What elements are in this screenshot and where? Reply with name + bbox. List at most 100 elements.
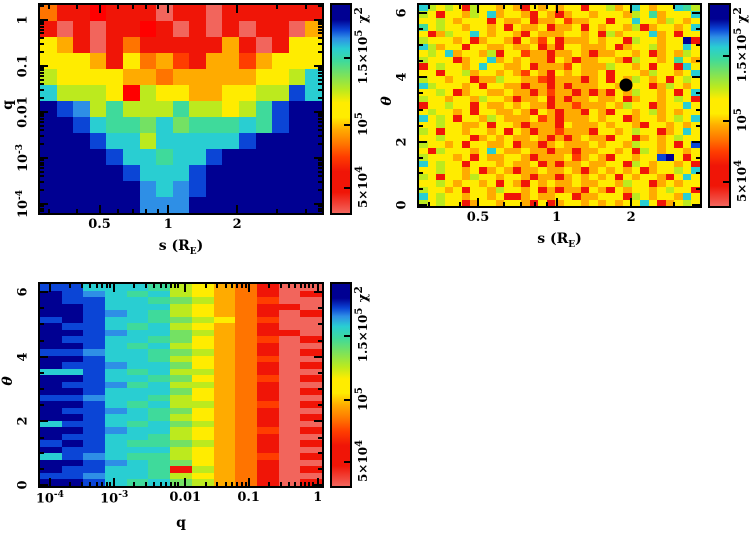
heat-cell <box>189 5 206 21</box>
axis-tick <box>696 156 700 159</box>
heat-cell <box>139 37 157 53</box>
heat-cell <box>278 375 301 382</box>
heat-cell <box>546 82 556 90</box>
heat-cell <box>657 5 666 12</box>
axis-tick <box>318 88 322 91</box>
heat-cell <box>106 53 123 69</box>
heat-cell <box>427 167 437 174</box>
heat-cell <box>105 284 127 291</box>
heat-cell <box>589 147 598 155</box>
heat-cell <box>623 30 632 38</box>
heat-cell <box>470 154 479 161</box>
axis-tick <box>40 74 44 77</box>
heat-cell <box>436 186 445 194</box>
heat-cell <box>487 199 496 206</box>
heat-cell <box>222 149 240 165</box>
heat-cell <box>538 154 547 161</box>
heat-cell <box>478 141 488 148</box>
heat-cell <box>555 160 564 168</box>
axis-tick <box>318 167 322 170</box>
axis-tick <box>672 202 675 206</box>
heat-cell <box>478 121 488 129</box>
heat-cell <box>606 95 615 103</box>
heat-cell <box>427 186 437 194</box>
heat-cell <box>640 89 649 96</box>
heat-cell <box>580 108 590 116</box>
heat-cell <box>674 134 683 142</box>
axis-tick <box>696 124 700 127</box>
heat-cell <box>122 101 140 117</box>
exponent: -3 <box>14 144 25 155</box>
axis-tick <box>318 189 322 192</box>
heat-cell <box>272 85 289 101</box>
heat-cell <box>126 284 149 291</box>
heat-cell <box>682 82 692 90</box>
heat-cell <box>427 121 437 129</box>
heat-cell <box>529 82 539 90</box>
heat-cell <box>555 108 564 116</box>
heat-cell <box>461 102 471 109</box>
heat-cell <box>572 193 581 200</box>
axis-tick <box>184 478 187 486</box>
heat-cell <box>255 133 273 149</box>
heat-cell <box>61 336 84 343</box>
heat-cell <box>606 30 615 38</box>
heat-cell <box>691 167 700 174</box>
heat-cell <box>213 349 236 356</box>
heat-cell <box>674 56 683 64</box>
heat-cell <box>300 446 322 454</box>
heat-cell <box>546 147 556 155</box>
heat-cell <box>478 11 488 18</box>
heat-cell <box>256 310 279 317</box>
heat-cell <box>640 193 649 200</box>
heat-cell <box>478 147 488 155</box>
heat-cell <box>631 173 641 181</box>
heat-cell <box>122 69 140 85</box>
heat-cell <box>478 17 488 25</box>
heat-cell <box>648 154 658 161</box>
heat-cell <box>597 167 607 174</box>
heat-cell <box>419 167 428 174</box>
heat-cell <box>521 95 530 103</box>
y-axis-label: θ <box>0 376 16 386</box>
axis-tick <box>76 5 79 9</box>
heat-cell <box>444 141 454 148</box>
heat-cell <box>521 108 530 116</box>
heat-cell <box>572 95 581 103</box>
axis-tick <box>48 284 51 292</box>
heat-cell <box>512 102 522 109</box>
heat-cell <box>546 121 556 129</box>
heat-cell <box>444 167 454 174</box>
heat-cell <box>122 149 140 165</box>
heat-cell <box>148 362 171 369</box>
heat-cell <box>126 394 149 402</box>
axis-tick <box>145 284 148 288</box>
heat-cell <box>453 50 462 57</box>
heat-cell <box>572 50 581 57</box>
heat-cell <box>487 115 496 122</box>
heat-cell <box>538 69 547 77</box>
x-tick-label: 0.5 <box>466 210 490 225</box>
heat-cell <box>580 56 590 64</box>
heat-cell <box>300 368 322 376</box>
heat-cell <box>674 128 683 135</box>
axis-tick <box>318 129 322 132</box>
axis-tick <box>318 164 322 167</box>
heat-cell <box>580 102 590 109</box>
heat-cell <box>478 108 488 116</box>
axis-tick <box>236 482 239 486</box>
axis-tick <box>288 482 290 486</box>
heat-cell <box>682 199 692 206</box>
heat-cell <box>278 453 301 460</box>
heat-cell <box>657 147 666 155</box>
heat-cell <box>436 167 445 174</box>
axis-tick <box>696 108 700 111</box>
heat-cell <box>623 121 632 129</box>
axis-tick <box>244 284 247 288</box>
heat-cell <box>640 102 649 109</box>
heat-cell <box>529 17 539 25</box>
heat-cell <box>487 17 496 25</box>
heat-cell <box>512 37 522 44</box>
axis-tick <box>48 478 51 486</box>
heat-cell <box>83 414 106 421</box>
